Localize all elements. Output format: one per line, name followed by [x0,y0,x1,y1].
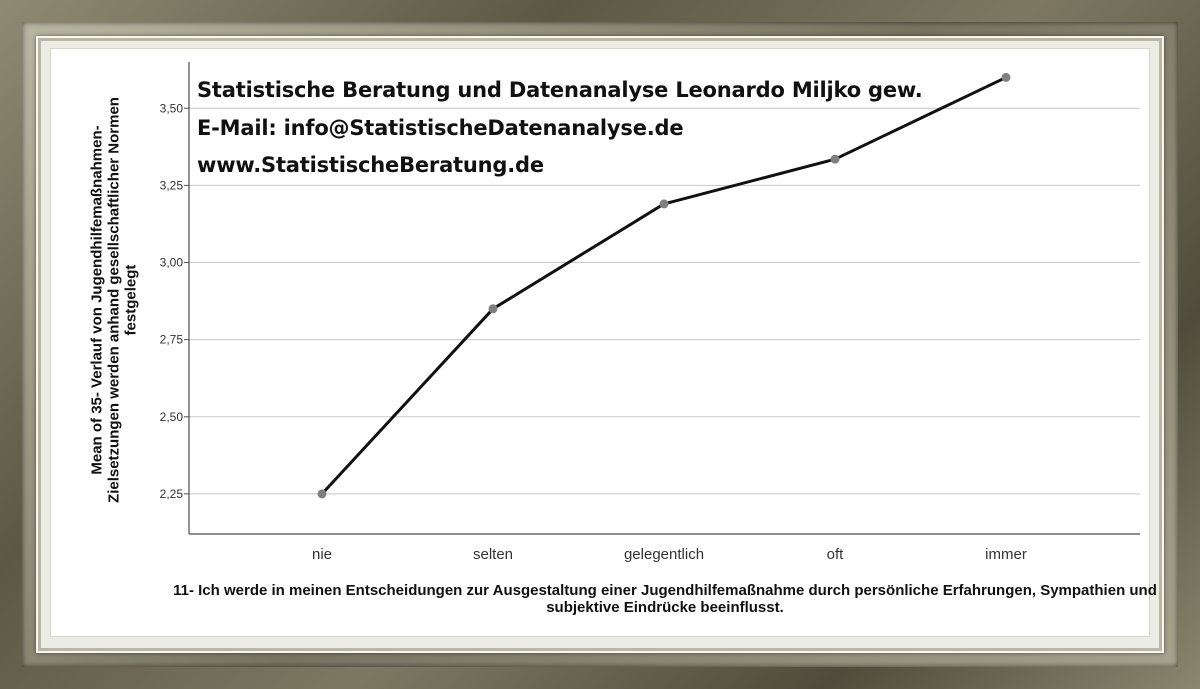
data-points [317,72,1011,499]
x-tick-label: gelegentlich [624,546,704,563]
watermark-company: Statistische Beratung und Datenanalyse L… [197,78,923,102]
x-tick-label: oft [827,546,845,563]
y-tick-label: 3,50 [160,101,184,115]
y-tick-label: 2,25 [160,487,184,501]
watermark-email: E-Mail: info@StatistischeDatenanalyse.de [197,116,684,140]
data-point [1001,72,1011,82]
y-tick-label: 2,75 [160,333,184,347]
x-tick-label: selten [473,546,513,563]
data-point [317,489,327,499]
data-point [659,199,669,209]
x-tick-label: immer [985,546,1027,563]
chart-canvas [50,48,1150,637]
x-tick-labels: nie selten gelegentlich oft immer [312,546,1027,563]
watermark-website: www.StatistischeBeratung.de [197,153,544,177]
x-tick-label: nie [312,546,332,563]
grid-lines [189,107,1140,495]
y-tick-label: 2,50 [160,410,184,424]
y-tick-label: 3,00 [160,256,184,270]
y-tick-label: 3,25 [160,178,184,192]
data-point [488,304,498,314]
axes [184,62,1140,535]
y-axis-label: Mean of 35- Verlauf von Jugendhilfemaßna… [88,97,140,503]
x-axis-label: 11- Ich werde in meinen Entscheidungen z… [173,582,1157,616]
y-tick-labels: 2,25 2,50 2,75 3,00 3,25 3,50 [160,101,184,501]
data-point [830,154,840,164]
